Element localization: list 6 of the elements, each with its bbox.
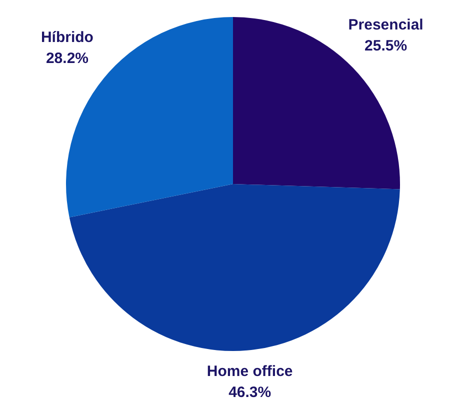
data-label: 28.2%	[46, 50, 88, 68]
slice-label: Home office	[206, 362, 293, 380]
slice-label: Presencial	[348, 16, 424, 34]
data-label: 25.5%	[364, 38, 408, 55]
slice-label: Híbrido	[40, 29, 94, 46]
data-label: 46.3%	[228, 384, 272, 401]
